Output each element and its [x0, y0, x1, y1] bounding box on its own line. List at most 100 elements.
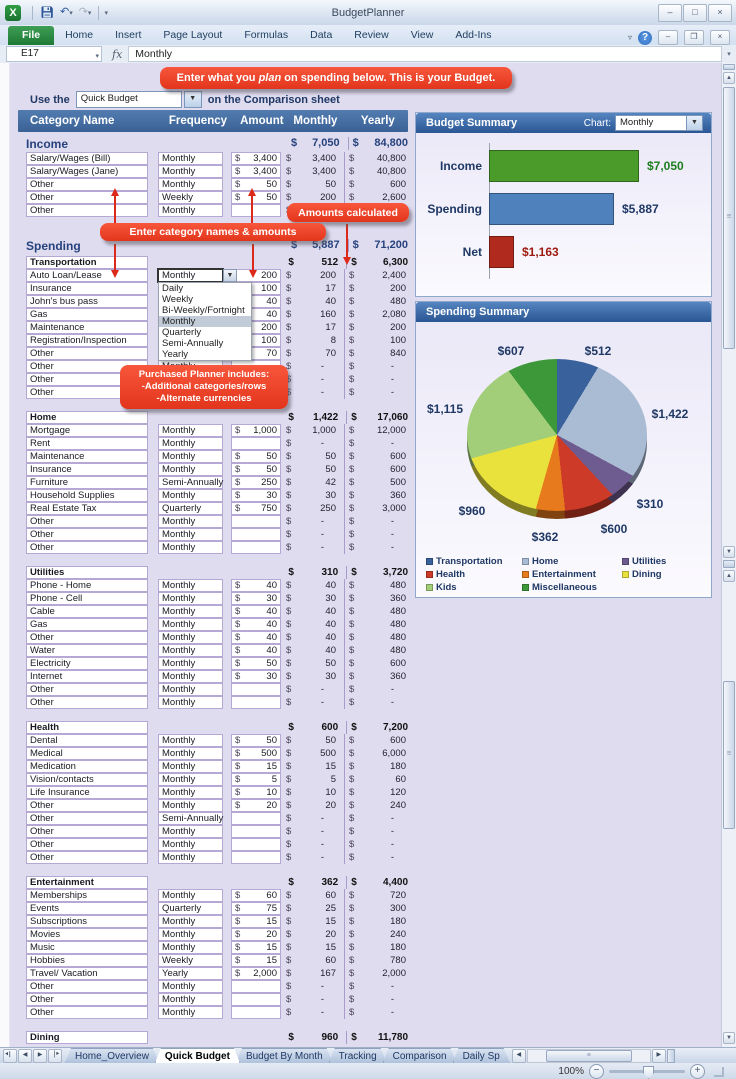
category-name-input[interactable]: Real Estate Tax: [26, 502, 148, 515]
category-name-input[interactable]: Other: [26, 1006, 148, 1019]
category-name-input[interactable]: Other: [26, 799, 148, 812]
frequency-input[interactable]: Monthly: [158, 928, 223, 941]
frequency-input[interactable]: Weekly: [158, 191, 223, 204]
name-box-dropdown-icon[interactable]: ▾: [95, 53, 99, 60]
amount-input[interactable]: $20: [231, 799, 281, 812]
next-sheet-icon[interactable]: ▶: [33, 1048, 47, 1063]
frequency-input[interactable]: Monthly: [158, 773, 223, 786]
category-name-input[interactable]: Other: [26, 360, 148, 373]
ribbon-tab-page-layout[interactable]: Page Layout: [163, 29, 223, 41]
zoom-in-icon[interactable]: +: [690, 1064, 705, 1079]
zoom-out-icon[interactable]: −: [589, 1064, 604, 1079]
category-name-input[interactable]: Auto Loan/Lease: [26, 269, 148, 282]
amount-input[interactable]: [231, 812, 281, 825]
frequency-input[interactable]: Monthly: [158, 941, 223, 954]
amount-input[interactable]: $250: [231, 476, 281, 489]
amount-input[interactable]: $40: [231, 618, 281, 631]
frequency-input[interactable]: Monthly: [158, 204, 223, 217]
amount-input[interactable]: $3,400: [231, 152, 281, 165]
dropdown-option[interactable]: Daily: [162, 283, 184, 294]
previous-sheet-icon[interactable]: ◀: [18, 1048, 32, 1063]
frequency-input[interactable]: Monthly: [158, 528, 223, 541]
amount-input[interactable]: $40: [231, 631, 281, 644]
scroll-right-icon[interactable]: ▶: [651, 1048, 666, 1063]
scrollbar-split-box[interactable]: [723, 64, 735, 70]
amount-input[interactable]: $30: [231, 670, 281, 683]
frequency-input[interactable]: Monthly: [158, 178, 223, 191]
category-name-input[interactable]: Dental: [26, 734, 148, 747]
workbook-close-button[interactable]: ×: [710, 30, 730, 45]
category-name-input[interactable]: Events: [26, 902, 148, 915]
category-name-input[interactable]: Insurance: [26, 282, 148, 295]
close-button[interactable]: ×: [708, 3, 732, 22]
expand-formula-bar-icon[interactable]: ▾: [727, 51, 731, 58]
amount-input[interactable]: $2,000: [231, 967, 281, 980]
frequency-input[interactable]: Monthly: [158, 889, 223, 902]
category-name-input[interactable]: Furniture: [26, 476, 148, 489]
frequency-input[interactable]: Monthly: [158, 838, 223, 851]
category-name-input[interactable]: Subscriptions: [26, 915, 148, 928]
category-name-input[interactable]: Mortgage: [26, 424, 148, 437]
amount-input[interactable]: $40: [231, 605, 281, 618]
category-name-input[interactable]: Medication: [26, 760, 148, 773]
frequency-input[interactable]: Monthly: [158, 541, 223, 554]
amount-input[interactable]: $15: [231, 941, 281, 954]
quick-budget-dropdown-arrow-icon[interactable]: ▼: [183, 91, 202, 108]
ribbon-collapse-icon[interactable]: ▿: [627, 33, 632, 42]
frequency-input[interactable]: Monthly: [158, 670, 223, 683]
amount-input[interactable]: [231, 204, 281, 217]
chart-period-dropdown[interactable]: Monthly: [615, 115, 687, 131]
frequency-input[interactable]: Monthly: [158, 915, 223, 928]
ribbon-tab-add-ins[interactable]: Add-Ins: [455, 29, 492, 41]
category-name-input[interactable]: Rent: [26, 437, 148, 450]
category-name-input[interactable]: Life Insurance: [26, 786, 148, 799]
amount-input[interactable]: $50: [231, 657, 281, 670]
horizontal-scrollbar[interactable]: ◀ ≡ ▶: [511, 1048, 675, 1063]
ribbon-tab-data[interactable]: Data: [310, 29, 333, 41]
category-name-input[interactable]: Other: [26, 541, 148, 554]
frequency-input[interactable]: Monthly: [158, 657, 223, 670]
amount-input[interactable]: $50: [231, 734, 281, 747]
frequency-input[interactable]: Weekly: [158, 954, 223, 967]
sheet-tab-comparison[interactable]: Comparison: [383, 1048, 457, 1063]
amount-input[interactable]: $1,000: [231, 424, 281, 437]
category-name-input[interactable]: Phone - Cell: [26, 592, 148, 605]
workbook-restore-button[interactable]: ❐: [684, 30, 704, 45]
category-name-input[interactable]: Other: [26, 838, 148, 851]
category-name-input[interactable]: Other: [26, 178, 148, 191]
amount-input[interactable]: $40: [231, 579, 281, 592]
frequency-input[interactable]: Monthly: [158, 450, 223, 463]
quick-budget-dropdown[interactable]: Quick Budget: [75, 91, 182, 108]
amount-input[interactable]: $500: [231, 747, 281, 760]
amount-input[interactable]: $30: [231, 592, 281, 605]
category-name-input[interactable]: Travel/ Vacation: [26, 967, 148, 980]
restore-button[interactable]: □: [683, 3, 707, 22]
category-name-input[interactable]: Movies: [26, 928, 148, 941]
ribbon-tab-review[interactable]: Review: [354, 29, 389, 41]
frequency-input[interactable]: Yearly: [158, 967, 223, 980]
workbook-minimize-button[interactable]: –: [658, 30, 678, 45]
frequency-input[interactable]: Monthly: [158, 437, 223, 450]
insert-function-icon[interactable]: fx: [112, 47, 123, 61]
ribbon-tab-view[interactable]: View: [410, 29, 434, 41]
frequency-input[interactable]: Monthly: [158, 631, 223, 644]
amount-input[interactable]: [231, 851, 281, 864]
amount-input[interactable]: [231, 838, 281, 851]
amount-input[interactable]: [231, 515, 281, 528]
amount-input[interactable]: $50: [231, 450, 281, 463]
resize-grip-icon[interactable]: [714, 1066, 724, 1077]
dropdown-option[interactable]: Weekly: [162, 294, 193, 305]
vertical-scrollbar[interactable]: ▲ ▼ ▲ ▼: [721, 63, 736, 1047]
frequency-input[interactable]: Monthly: [158, 605, 223, 618]
category-name-input[interactable]: Water: [26, 644, 148, 657]
scroll-left-icon[interactable]: ◀: [511, 1048, 526, 1063]
category-name-input[interactable]: Hobbies: [26, 954, 148, 967]
minimize-button[interactable]: –: [658, 3, 682, 22]
category-name-input[interactable]: Salary/Wages (Jane): [26, 165, 148, 178]
ribbon-tab-formulas[interactable]: Formulas: [244, 29, 289, 41]
ribbon-tab-insert[interactable]: Insert: [115, 29, 142, 41]
amount-input[interactable]: [231, 696, 281, 709]
dropdown-option[interactable]: Monthly: [159, 316, 251, 327]
amount-input[interactable]: $60: [231, 889, 281, 902]
category-name-input[interactable]: Other: [26, 812, 148, 825]
